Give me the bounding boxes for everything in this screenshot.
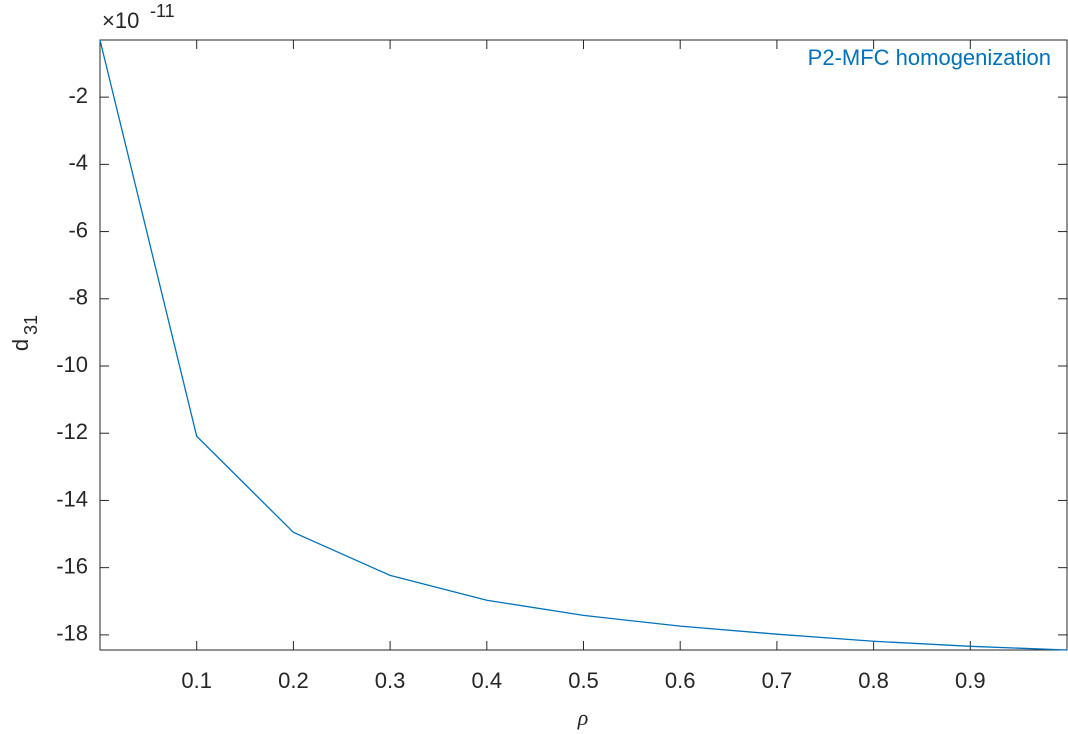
y-label-subscript: 31 xyxy=(21,315,41,335)
y-tick-label: -2 xyxy=(68,83,88,108)
y-exponent-base: ×10 xyxy=(102,8,139,33)
x-tick-label: 0.1 xyxy=(181,668,212,693)
y-tick-label: -16 xyxy=(56,553,88,578)
y-tick-label: -10 xyxy=(56,352,88,377)
y-tick-label: -12 xyxy=(56,419,88,444)
y-label-main: d xyxy=(8,339,33,351)
y-exponent: -11 xyxy=(150,1,175,21)
y-tick-label: -18 xyxy=(56,621,88,646)
x-tick-label: 0.8 xyxy=(858,668,889,693)
y-tick-label: -4 xyxy=(68,150,88,175)
data-line xyxy=(99,39,1068,651)
x-tick-label: 0.6 xyxy=(665,668,696,693)
y-tick-label: -8 xyxy=(68,285,88,310)
legend-label: P2-MFC homogenization xyxy=(808,45,1051,70)
x-tick-label: 0.3 xyxy=(375,668,406,693)
y-tick-label: -6 xyxy=(68,217,88,242)
x-tick-label: 0.2 xyxy=(278,668,309,693)
x-tick-label: 0.4 xyxy=(472,668,503,693)
plot-area xyxy=(99,39,1068,651)
x-axis-label: ρ xyxy=(577,705,589,730)
x-tick-label: 0.5 xyxy=(568,668,599,693)
x-tick-label: 0.9 xyxy=(955,668,986,693)
y-tick-label: -14 xyxy=(56,486,88,511)
x-tick-label: 0.7 xyxy=(762,668,793,693)
y-axis-label: d 31 xyxy=(8,315,41,351)
